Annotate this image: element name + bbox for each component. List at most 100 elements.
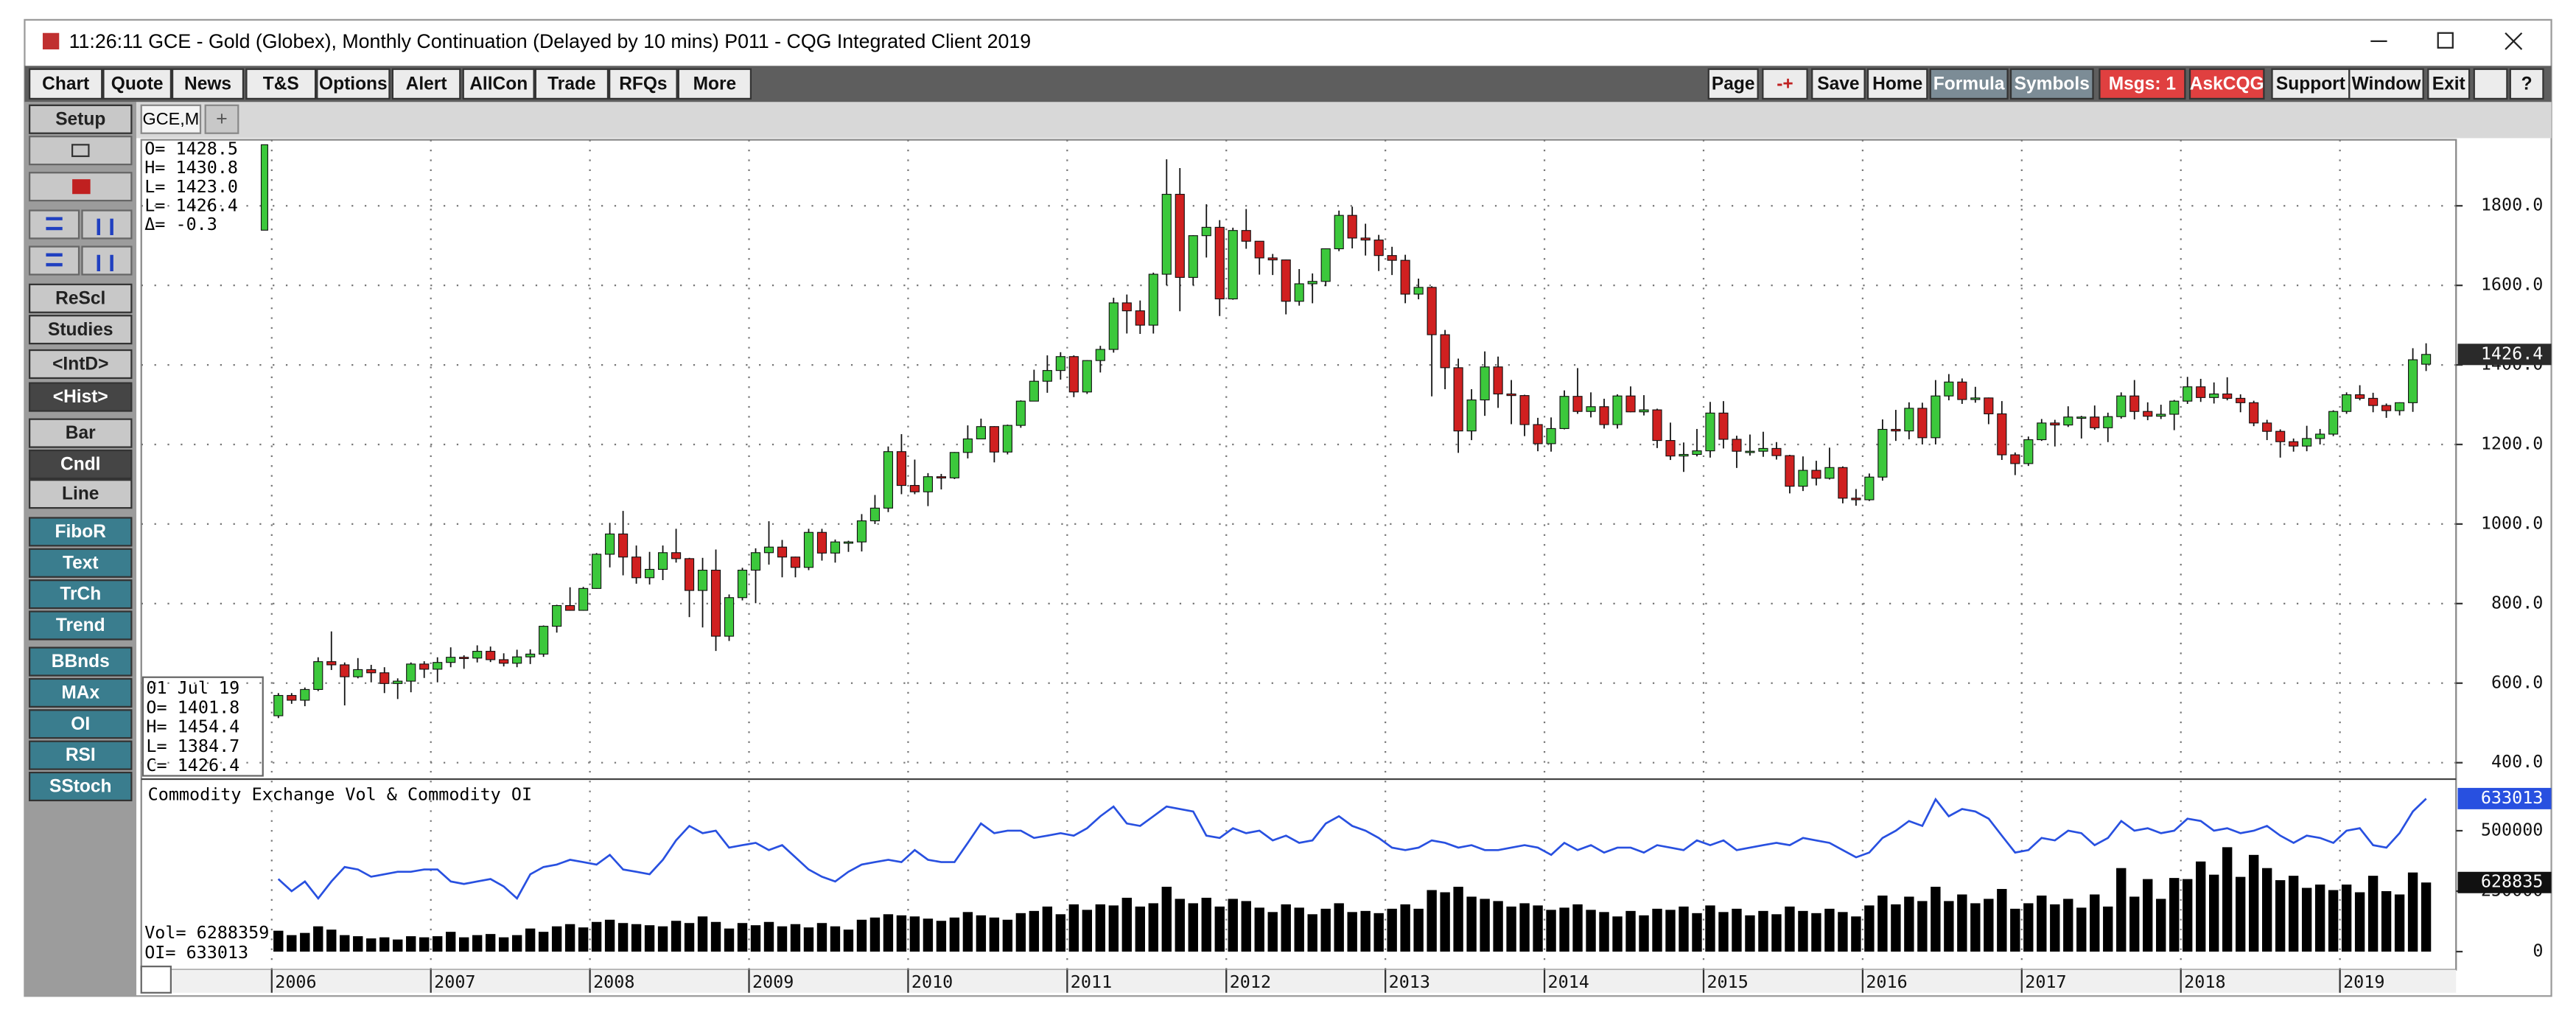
button[interactable] <box>29 418 133 448</box>
button[interactable] <box>29 646 133 677</box>
button[interactable] <box>29 479 133 509</box>
y-tick-label: 1000.0 <box>2481 512 2544 533</box>
button[interactable] <box>462 68 535 100</box>
button[interactable] <box>391 68 461 100</box>
volume-bar <box>1334 903 1344 952</box>
candle-body <box>1665 440 1676 457</box>
candle-body <box>1480 366 1490 401</box>
button-label: Home <box>1872 74 1922 94</box>
button[interactable] <box>677 68 752 100</box>
button-label: MAx <box>61 683 99 703</box>
button-label: Alert <box>406 74 447 94</box>
candle-body <box>645 568 655 579</box>
button-label: T&S <box>263 74 299 94</box>
button[interactable] <box>534 68 609 100</box>
button[interactable] <box>316 68 391 100</box>
button[interactable] <box>2099 68 2186 100</box>
restore-button[interactable] <box>2473 68 2508 100</box>
button[interactable] <box>1929 68 2009 100</box>
button-label: More <box>693 74 737 94</box>
zoom-button[interactable] <box>81 245 133 276</box>
button[interactable] <box>29 677 133 708</box>
button[interactable] <box>29 382 133 412</box>
button-label: BBnds <box>52 652 110 672</box>
button[interactable] <box>2427 68 2471 100</box>
close[interactable] <box>2505 32 2523 50</box>
volume-bar <box>2394 894 2405 952</box>
corner-box <box>140 966 172 994</box>
button[interactable] <box>29 349 133 380</box>
zoom-button[interactable] <box>29 245 80 276</box>
scroll-button[interactable] <box>81 209 133 240</box>
button[interactable] <box>29 548 133 578</box>
candle-body <box>1519 395 1530 425</box>
volume-bar <box>2103 906 2113 952</box>
volume-bar <box>2090 894 2100 952</box>
button[interactable] <box>29 517 133 547</box>
volume-bar <box>1241 901 1251 952</box>
volume-bar <box>419 937 430 952</box>
volume-bar <box>1148 903 1158 952</box>
volume-bar <box>724 928 735 952</box>
volume-bar <box>472 935 483 952</box>
volume-bar <box>1506 906 1516 952</box>
button[interactable] <box>1866 68 1928 100</box>
candle-body <box>803 531 814 568</box>
candle-body <box>525 653 536 657</box>
volume-bar <box>273 930 284 952</box>
volume-bar <box>803 927 814 952</box>
button[interactable] <box>29 104 133 134</box>
button[interactable] <box>29 610 133 641</box>
candle-body <box>1572 396 1583 412</box>
button[interactable] <box>29 68 103 100</box>
candle-body <box>1228 230 1238 300</box>
button[interactable] <box>1762 68 1808 100</box>
x-tick-label: 2007 <box>434 972 475 992</box>
button[interactable] <box>1707 68 1759 100</box>
scroll-button[interactable] <box>29 209 80 240</box>
volume-bar <box>962 912 973 952</box>
button[interactable] <box>29 740 133 770</box>
oi-line <box>277 797 2427 901</box>
volume-bar <box>657 926 668 952</box>
button-label: Msgs: 1 <box>2109 74 2176 94</box>
add-tab[interactable] <box>204 104 239 134</box>
button[interactable] <box>1811 68 1866 100</box>
volume-bar <box>2341 885 2352 952</box>
candle-body <box>1931 395 1941 439</box>
button[interactable] <box>29 771 133 802</box>
candle-body <box>1798 470 1808 487</box>
candle-body <box>1546 428 1556 444</box>
candle-body <box>1599 406 1609 425</box>
volume-bar <box>1201 897 1211 952</box>
volume-bar <box>2129 896 2140 952</box>
candle-body <box>1718 412 1729 440</box>
info-date: 01 Jul 19 <box>146 677 239 698</box>
button[interactable] <box>2188 68 2265 100</box>
button[interactable] <box>245 68 317 100</box>
candle-body <box>1612 395 1623 425</box>
maximize[interactable] <box>2437 32 2454 49</box>
volume-bar <box>1679 906 1689 952</box>
button[interactable] <box>29 579 133 610</box>
print-button[interactable] <box>29 136 133 166</box>
volume-bar <box>1625 910 1636 952</box>
button[interactable] <box>2009 68 2094 100</box>
button[interactable] <box>29 449 133 480</box>
candle-body <box>2236 397 2246 403</box>
volume-bar <box>1639 915 1649 952</box>
tab[interactable] <box>140 104 202 134</box>
button[interactable] <box>102 68 172 100</box>
x-tick-label: 2014 <box>1548 972 1589 992</box>
button[interactable] <box>29 283 133 313</box>
button[interactable] <box>29 709 133 739</box>
volume-bar <box>300 932 310 952</box>
link-icon <box>72 179 91 195</box>
button[interactable] <box>2348 68 2424 100</box>
y-tick-label: 600.0 <box>2491 672 2543 692</box>
button[interactable] <box>609 68 678 100</box>
button[interactable] <box>171 68 245 100</box>
button[interactable] <box>29 315 133 345</box>
button[interactable] <box>2509 68 2544 100</box>
candle-body <box>2381 405 2392 411</box>
